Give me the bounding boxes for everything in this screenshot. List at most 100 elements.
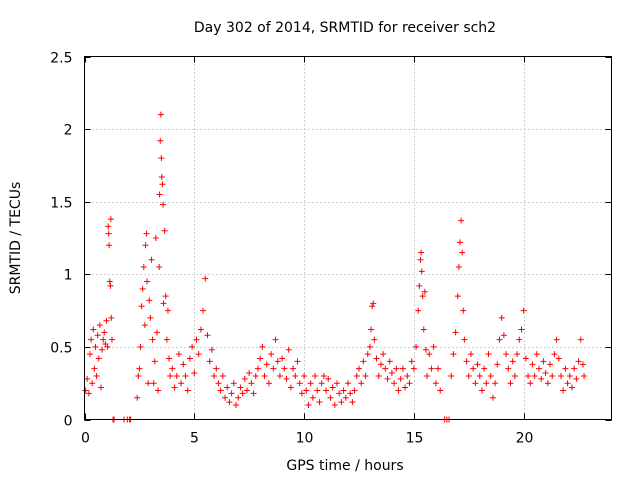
data-point (325, 375, 332, 382)
data-point (531, 372, 538, 379)
data-point (525, 372, 532, 379)
data-point (336, 390, 343, 397)
data-point (103, 317, 110, 324)
data-point (141, 322, 148, 329)
data-point (380, 351, 387, 358)
data-point (314, 387, 321, 394)
data-point (298, 390, 305, 397)
data-point (156, 264, 163, 271)
data-point (428, 365, 435, 372)
data-point (323, 387, 330, 394)
data-point (139, 285, 146, 292)
data-point (292, 372, 299, 379)
data-point (418, 249, 425, 256)
data-point (153, 329, 160, 336)
data-point (458, 217, 465, 224)
data-point (320, 372, 327, 379)
data-point (406, 380, 413, 387)
data-point (134, 394, 141, 401)
data-point (281, 365, 288, 372)
data-point (456, 239, 463, 246)
data-point (107, 282, 114, 289)
data-point (140, 264, 147, 271)
data-point (213, 365, 220, 372)
data-point (157, 111, 164, 118)
data-point (500, 332, 507, 339)
data-point (382, 365, 389, 372)
data-point (474, 361, 481, 368)
data-point (384, 375, 391, 382)
data-point (164, 307, 171, 314)
data-point (452, 329, 459, 336)
data-point (417, 256, 424, 263)
chart-title: Day 302 of 2014, SRMTID for receiver sch… (194, 20, 496, 36)
data-point (369, 303, 376, 310)
data-point (461, 336, 468, 343)
data-point (536, 365, 543, 372)
data-point (257, 355, 264, 362)
data-point (226, 399, 233, 406)
data-point (418, 268, 425, 275)
data-point (85, 390, 92, 397)
data-point (147, 314, 154, 321)
data-point (224, 384, 231, 391)
data-point (100, 336, 107, 343)
data-point (538, 375, 545, 382)
y-tick-label: 0 (64, 414, 73, 430)
axis-ticks: 0 5 10 15 20 0 0.5 1 1.5 2 2.5 (50, 51, 612, 447)
data-point (91, 365, 98, 372)
data-point (422, 346, 429, 353)
data-point (246, 370, 253, 377)
data-point (355, 365, 362, 372)
data-point (169, 365, 176, 372)
data-point (459, 249, 466, 256)
data-point (290, 365, 297, 372)
x-tick-label: 20 (516, 431, 534, 447)
data-point (161, 227, 168, 234)
data-point (557, 372, 564, 379)
data-point (268, 351, 275, 358)
data-point (360, 358, 367, 365)
data-point (208, 346, 215, 353)
data-point (408, 358, 415, 365)
data-point (483, 380, 490, 387)
data-point (146, 297, 153, 304)
data-point (485, 351, 492, 358)
data-point (186, 355, 193, 362)
data-point (230, 380, 237, 387)
data-point (217, 387, 224, 394)
data-point (148, 256, 155, 263)
data-point (489, 394, 496, 401)
data-point (478, 387, 485, 394)
data-point (331, 401, 338, 408)
data-point (430, 343, 437, 350)
y-tick-label: 1.5 (50, 196, 72, 212)
data-point (370, 300, 377, 307)
data-point (529, 361, 536, 368)
data-point (157, 137, 164, 144)
data-point (347, 390, 354, 397)
data-point (84, 375, 91, 382)
data-point (503, 351, 510, 358)
data-point (211, 372, 218, 379)
data-point (150, 380, 157, 387)
data-point (145, 380, 152, 387)
data-point (88, 336, 95, 343)
data-point (511, 372, 518, 379)
data-point (96, 322, 103, 329)
x-tick-label: 5 (190, 431, 199, 447)
data-point (166, 355, 173, 362)
data-point (158, 174, 165, 181)
data-point (276, 372, 283, 379)
data-point (283, 375, 290, 382)
data-point (338, 399, 345, 406)
data-point (419, 293, 426, 300)
data-point (180, 361, 187, 368)
data-point (206, 358, 213, 365)
data-point (233, 401, 240, 408)
data-point (95, 355, 102, 362)
y-tick-label: 2 (64, 123, 73, 139)
data-point (547, 361, 554, 368)
data-point (149, 336, 156, 343)
